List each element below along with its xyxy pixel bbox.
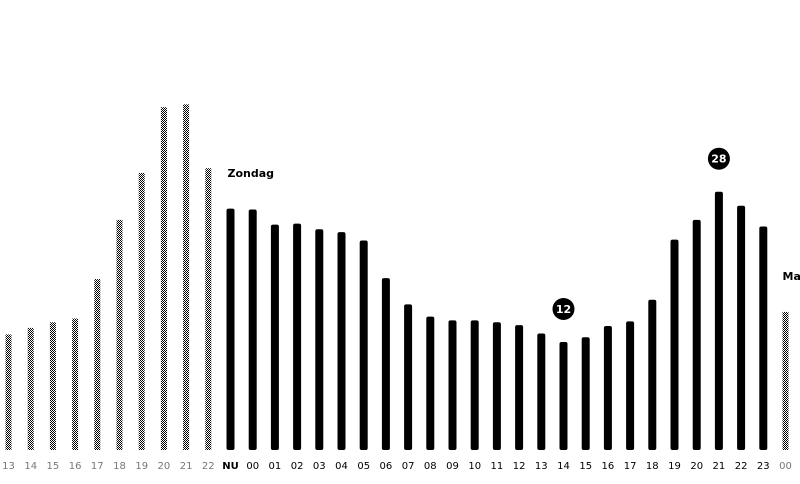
bar (271, 225, 279, 450)
bar (783, 312, 789, 450)
day-label: Zondag (228, 167, 275, 180)
x-tick-label: 20 (690, 461, 703, 472)
x-tick-label: 07 (402, 461, 415, 472)
x-tick-label: 04 (335, 461, 348, 472)
bar (560, 342, 568, 450)
bar (183, 104, 189, 450)
x-tick-label: 20 (158, 461, 171, 472)
x-tick-label: 09 (446, 461, 459, 472)
bar (117, 220, 123, 450)
x-tick-label: 21 (180, 461, 193, 472)
bar (737, 206, 745, 450)
bar (205, 168, 211, 450)
x-tick-label: 14 (557, 461, 570, 472)
x-tick-label: 14 (24, 461, 37, 472)
bar (648, 300, 656, 450)
bar (404, 304, 412, 450)
bar (493, 322, 501, 450)
x-tick-label: 00 (246, 461, 259, 472)
x-tick-label: 19 (135, 461, 148, 472)
value-label: 12 (556, 303, 571, 316)
x-tick-label: 08 (424, 461, 437, 472)
bar (94, 279, 100, 450)
bar (315, 229, 323, 450)
x-tick-label: 22 (735, 461, 748, 472)
x-tick-label: 15 (47, 461, 60, 472)
bar (671, 240, 679, 450)
bar (360, 241, 368, 450)
bar (161, 107, 167, 450)
x-tick-label: 21 (713, 461, 726, 472)
bar (715, 192, 723, 450)
x-tick-label: 18 (646, 461, 659, 472)
x-tick-label: 16 (69, 461, 82, 472)
bar (72, 319, 78, 450)
x-tick-label: 17 (624, 461, 637, 472)
x-tick-label: NU (222, 461, 239, 472)
x-tick-label: 03 (313, 461, 326, 472)
x-tick-label: 05 (357, 461, 370, 472)
bar (293, 224, 301, 450)
x-tick-label: 00 (779, 461, 792, 472)
bar (759, 226, 767, 450)
bar (515, 325, 523, 450)
x-tick-label: 22 (202, 461, 215, 472)
x-tick-label: 19 (668, 461, 681, 472)
x-tick-label: 11 (491, 461, 504, 472)
x-tick-label: 13 (535, 461, 548, 472)
x-tick-label: 02 (291, 461, 304, 472)
x-tick-label: 12 (513, 461, 526, 472)
bar (50, 322, 56, 450)
x-tick-label: 23 (757, 461, 770, 472)
bar (626, 321, 634, 450)
bar (382, 278, 390, 450)
x-tick-label: 18 (113, 461, 126, 472)
x-tick-label: 17 (91, 461, 104, 472)
bar (537, 334, 545, 450)
x-tick-label: 16 (602, 461, 615, 472)
bar (693, 220, 701, 450)
bar (249, 210, 257, 450)
bar (338, 232, 346, 450)
bar (604, 326, 612, 450)
x-tick-label: 01 (269, 461, 282, 472)
bar (471, 320, 479, 450)
bar (449, 320, 457, 450)
bar (6, 334, 12, 450)
bar (582, 337, 590, 450)
x-tick-label: 10 (468, 461, 481, 472)
day-label: Maand (783, 270, 800, 283)
bar (28, 328, 34, 450)
bar (227, 209, 235, 450)
bar (426, 317, 434, 450)
value-label: 28 (711, 153, 726, 166)
x-tick-label: 13 (2, 461, 15, 472)
x-tick-label: 06 (380, 461, 393, 472)
x-tick-label: 15 (579, 461, 592, 472)
bar (139, 173, 145, 450)
